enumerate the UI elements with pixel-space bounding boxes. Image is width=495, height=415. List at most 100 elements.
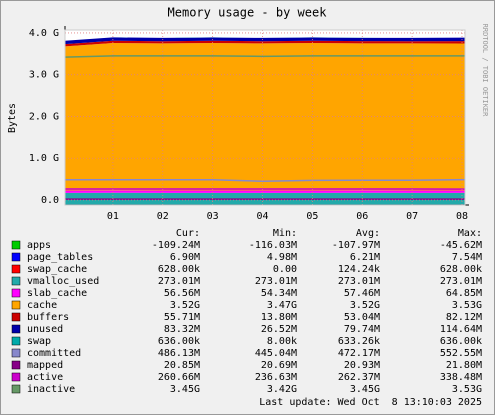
legend-label: apps [27,240,51,251]
legend-value: 445.04M [255,348,297,359]
y-tick-label: 2.0 G [29,111,59,122]
legend-value: 628.00k [158,264,200,275]
last-update: Last update: Wed Oct 8 13:10:03 2025 [259,397,482,408]
legend-value: 486.13M [158,348,200,359]
legend-value: 83.32M [164,324,200,335]
legend-value: 636.00k [440,336,482,347]
legend-value: -116.03M [249,240,297,251]
legend-label: active [27,372,63,383]
y-tick-label: 1.0 G [29,153,59,164]
legend-value: 55.71M [164,312,200,323]
legend-value: -107.97M [332,240,380,251]
legend-value: 20.69M [261,360,297,371]
legend-swatch [11,336,21,346]
area [65,37,465,45]
legend-swatch [11,240,21,250]
x-tick-label: 01 [107,211,119,222]
line [64,55,465,58]
legend-value: 7.54M [452,252,482,263]
legend-label: cache [27,300,57,311]
legend-value: -109.24M [152,240,200,251]
legend-value: 114.64M [440,324,482,335]
legend-value: 3.42G [267,384,297,395]
area [65,42,465,191]
legend-value: 273.01M [338,276,380,287]
legend-value: 21.80M [446,360,482,371]
legend-label: swap [27,336,51,347]
legend-value: 236.63M [255,372,297,383]
legend-value: 53.04M [344,312,380,323]
x-tick-label: 02 [157,211,169,222]
legend-value: 57.46M [344,288,380,299]
legend-label: buffers [27,312,69,323]
legend-swatch [11,300,21,310]
legend-value: 4.98M [267,252,297,263]
legend-value: 26.52M [261,324,297,335]
legend-value: 273.01M [255,276,297,287]
legend-value: 3.45G [170,384,200,395]
legend-value: 82.12M [446,312,482,323]
legend-swatch [11,264,21,274]
line [65,178,466,183]
x-tick-label: 05 [306,211,318,222]
legend-value: 56.56M [164,288,200,299]
legend-value: 273.01M [158,276,200,287]
y-label: Bytes [7,103,18,133]
y-tick-label: 3.0 G [29,70,59,81]
legend-swatch [11,276,21,286]
legend-value: 3.53G [452,300,482,311]
area [65,40,465,47]
legend-value: 6.90M [170,252,200,263]
legend-value: 260.66M [158,372,200,383]
side-text: RRDTOOL / TOBI OETIKER [481,24,489,118]
legend-header: Min: [273,228,297,239]
legend-value: 472.17M [338,348,380,359]
legend-swatch [11,288,21,298]
x-tick-label: 03 [207,211,219,222]
legend-swatch [11,372,21,382]
legend-value: 262.37M [338,372,380,383]
legend-value: 124.24k [338,264,380,275]
legend-swatch [11,324,21,334]
legend-swatch [11,252,21,262]
x-tick-label: 08 [456,211,468,222]
legend-header: Cur: [176,228,200,239]
legend-label: mapped [27,360,63,371]
legend-value: 8.00k [267,336,297,347]
legend-label: inactive [27,384,75,395]
x-tick-label: 04 [256,211,268,222]
legend-label: unused [27,324,63,335]
legend-swatch [11,348,21,358]
chart-title: Memory usage - by week [168,6,328,20]
legend-value: 338.48M [440,372,482,383]
legend-value: 3.52G [350,300,380,311]
y-tick-label: 4.0 G [29,28,59,39]
legend-label: slab_cache [27,288,87,299]
x-tick-label: 06 [356,211,368,222]
legend-swatch [11,312,21,322]
legend-header: Avg: [356,228,380,239]
legend-value: 3.47G [267,300,297,311]
legend-value: 13.80M [261,312,297,323]
legend-swatch [11,384,21,394]
legend-header: Max: [458,228,482,239]
legend-value: 3.53G [452,384,482,395]
legend-value: 633.26k [338,336,380,347]
legend-value: 54.34M [261,288,297,299]
legend-label: vmalloc_used [27,276,99,287]
legend-label: swap_cache [27,264,87,275]
legend-value: 64.85M [446,288,482,299]
x-tick-label: 07 [406,211,418,222]
legend-value: 552.55M [440,348,482,359]
y-tick-label: 0.0 [41,195,59,206]
area [65,190,465,193]
legend-label: committed [27,348,81,359]
legend-value: 3.52G [170,300,200,311]
legend-value: 0.00 [273,264,297,275]
legend-value: 20.85M [164,360,200,371]
legend-swatch [11,360,21,370]
legend-value: 20.93M [344,360,380,371]
plot-border [64,29,466,206]
legend-value: -45.62M [440,240,482,251]
